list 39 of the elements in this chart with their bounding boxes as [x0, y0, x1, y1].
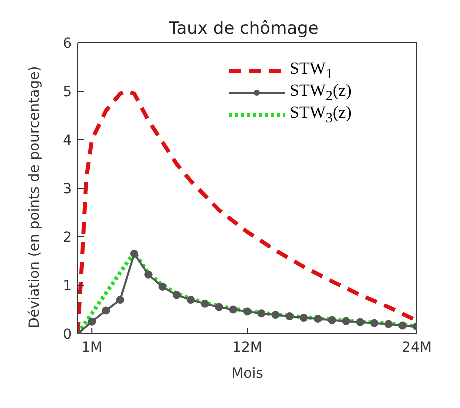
- point: [215, 303, 224, 312]
- x-tick-label: 12M: [232, 340, 262, 356]
- point: [314, 314, 322, 323]
- y-tick-label: 5: [63, 84, 72, 100]
- point: [158, 282, 167, 291]
- point: [244, 308, 252, 316]
- legend-label: STW$_{1}$: [290, 58, 333, 82]
- point: [300, 314, 308, 322]
- point: [384, 320, 393, 328]
- point: [328, 316, 336, 324]
- y-tick-label: 3: [63, 181, 72, 198]
- legend-label: STW$_{2}$(z): [290, 80, 352, 104]
- point: [286, 312, 294, 321]
- point: [370, 319, 379, 328]
- point: [258, 310, 266, 318]
- point: [172, 291, 181, 300]
- y-tick-label: 6: [63, 36, 72, 52]
- y-axis-title: Déviation (en points de pourcentage): [26, 66, 43, 328]
- point: [102, 306, 110, 315]
- point: [201, 300, 210, 308]
- point: [398, 322, 407, 330]
- point: [116, 296, 124, 304]
- point: [187, 296, 195, 304]
- y-tick-label: 0: [63, 326, 72, 343]
- x-tick-label: 1M: [82, 340, 103, 356]
- x-axis-title: Mois: [232, 366, 264, 382]
- point: [144, 270, 153, 279]
- point: [272, 311, 280, 320]
- point: [356, 318, 364, 326]
- point: [88, 318, 96, 326]
- point: [130, 250, 138, 258]
- point: [342, 317, 350, 326]
- y-tick-label: 4: [63, 132, 72, 149]
- y-tick-label: 2: [63, 230, 72, 246]
- y-tick-label: 1: [63, 278, 72, 294]
- chart-title: Taux de chômage: [168, 19, 319, 39]
- x-tick-label: 24M: [402, 340, 432, 356]
- point: [229, 306, 238, 314]
- legend-label: STW$_{3}$(z): [290, 102, 352, 128]
